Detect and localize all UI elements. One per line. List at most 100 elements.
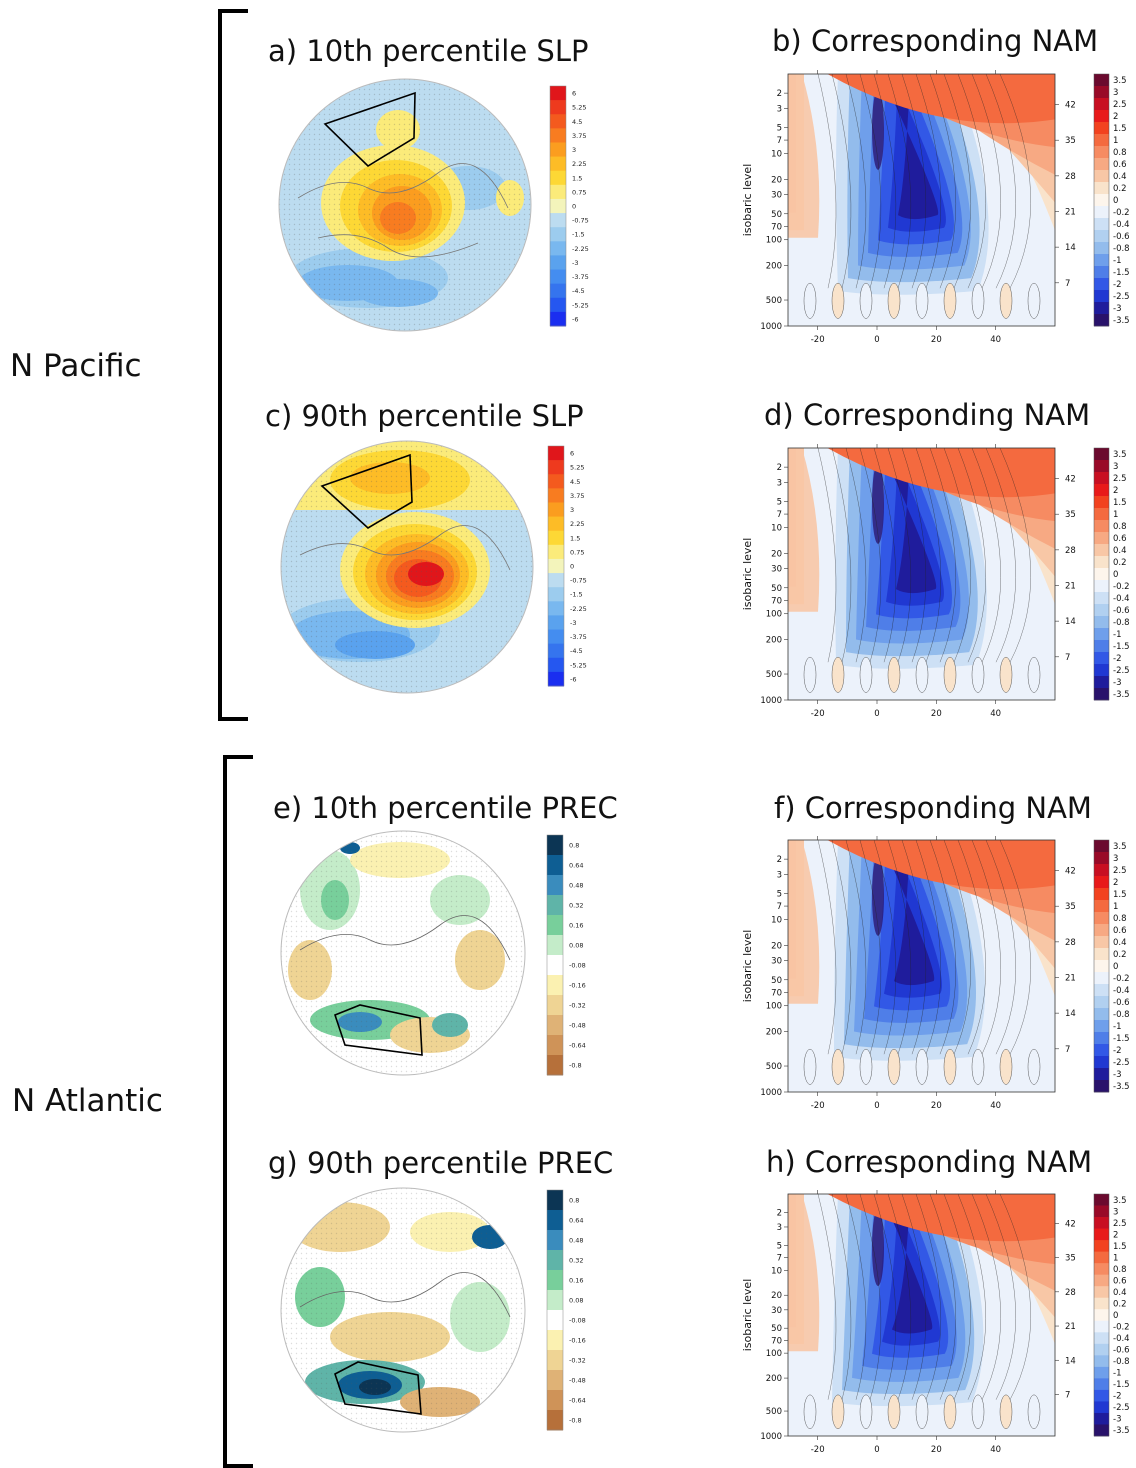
nam-colorbar-swatch bbox=[1094, 568, 1109, 581]
nam-colorbar-tick-label: 3.5 bbox=[1113, 1196, 1127, 1206]
colorbar-swatch bbox=[548, 643, 564, 659]
nam-colorbar-swatch bbox=[1094, 604, 1109, 617]
colorbar-swatch bbox=[547, 875, 563, 896]
left-tick-label: 3 bbox=[777, 1223, 782, 1233]
colorbar-swatch bbox=[550, 241, 566, 256]
x-tick-label: 20 bbox=[931, 1445, 942, 1455]
nam-colorbar-tick-label: 0.6 bbox=[1113, 160, 1127, 170]
colorbar-tick-label: 0.32 bbox=[569, 902, 583, 910]
right-tick-label: 35 bbox=[1065, 1254, 1076, 1264]
nam-colorbar-tick-label: -2.5 bbox=[1113, 1403, 1130, 1413]
nam-colorbar-tick-label: -1 bbox=[1113, 256, 1121, 266]
nam-colorbar-tick-label: 0.2 bbox=[1113, 184, 1127, 194]
nam-colorbar-swatch bbox=[1094, 1320, 1109, 1333]
colorbar-swatch bbox=[550, 269, 566, 285]
nam-colorbar-swatch bbox=[1094, 984, 1109, 997]
nam-colorbar-tick-label: -0.2 bbox=[1113, 1323, 1130, 1333]
nam-colorbar-swatch bbox=[1094, 146, 1109, 159]
x-tick-label: -20 bbox=[811, 1101, 825, 1111]
colorbar-tick-label: 0 bbox=[570, 563, 574, 571]
colorbar-tick-label: -0.64 bbox=[569, 1397, 586, 1405]
nam-colorbar-tick-label: 1 bbox=[1113, 1253, 1118, 1263]
nam-colorbar-tick-label: -3 bbox=[1113, 678, 1121, 688]
left-tick-label: 200 bbox=[766, 1028, 782, 1038]
colorbar-swatch bbox=[550, 311, 566, 327]
nam-colorbar-tick-label: -0.2 bbox=[1113, 208, 1130, 218]
nam-colorbar-swatch bbox=[1094, 1251, 1109, 1264]
nam-colorbar-tick-label: 0.2 bbox=[1113, 558, 1127, 568]
panel-c-colorbar: 6 5.25 4.5 3.75 3 2.25 1.5 0.75 0 -0.75 -1.5 -2.25 -… bbox=[547, 445, 587, 687]
nam-colorbar-tick-label: -0.2 bbox=[1113, 582, 1130, 592]
nam-colorbar-tick-label: 0.4 bbox=[1113, 1288, 1127, 1298]
nam-colorbar-tick-label: -1.5 bbox=[1113, 1380, 1130, 1390]
colorbar-tick-label: 0.48 bbox=[569, 1237, 583, 1245]
nam-colorbar-tick-label: -3.5 bbox=[1113, 1426, 1130, 1436]
left-tick-label: 70 bbox=[771, 1336, 782, 1346]
colorbar-tick-label: 2.25 bbox=[572, 160, 586, 168]
panel-f-title: f) Corresponding NAM bbox=[774, 791, 1092, 825]
colorbar-tick-label: 0.8 bbox=[569, 842, 579, 850]
nam-colorbar-tick-label: -0.4 bbox=[1113, 220, 1130, 230]
nam-colorbar-swatch bbox=[1094, 448, 1109, 461]
nam-colorbar-tick-label: 0 bbox=[1113, 962, 1118, 972]
nam-colorbar-swatch bbox=[1094, 948, 1109, 961]
colorbar-swatch bbox=[548, 516, 564, 532]
x-tick-label: 40 bbox=[990, 335, 1001, 345]
colorbar-tick-label: -0.32 bbox=[569, 1357, 586, 1365]
nam-colorbar-swatch bbox=[1094, 864, 1109, 877]
left-tick-label: 1000 bbox=[760, 696, 782, 706]
nam-colorbar-swatch bbox=[1094, 110, 1109, 123]
y-axis-label: isobaric level bbox=[741, 538, 754, 611]
left-tick-label: 500 bbox=[766, 670, 782, 680]
nam-colorbar-tick-label: 0.2 bbox=[1113, 950, 1127, 960]
left-tick-label: 100 bbox=[766, 610, 782, 620]
nam-colorbar-tick-label: 0.4 bbox=[1113, 546, 1127, 556]
nam-colorbar-tick-label: 1.5 bbox=[1113, 498, 1127, 508]
x-tick-label: 40 bbox=[990, 1445, 1001, 1455]
nam-colorbar-tick-label: -0.6 bbox=[1113, 232, 1130, 242]
colorbar-tick-label: 0.48 bbox=[569, 882, 583, 890]
colorbar-tick-label: -6 bbox=[572, 315, 578, 323]
colorbar-swatch bbox=[550, 156, 566, 172]
nam-colorbar-swatch bbox=[1094, 592, 1109, 605]
left-tick-label: 2 bbox=[777, 89, 782, 99]
nam-colorbar-swatch bbox=[1094, 1274, 1109, 1287]
left-tick-label: 70 bbox=[771, 988, 782, 998]
colorbar-tick-label: 2.25 bbox=[570, 520, 584, 528]
colorbar-swatch bbox=[550, 184, 566, 200]
right-tick-label: 42 bbox=[1065, 1219, 1076, 1229]
left-tick-label: 30 bbox=[771, 565, 782, 575]
left-tick-label: 7 bbox=[777, 510, 782, 520]
nam-colorbar-swatch bbox=[1094, 1343, 1109, 1356]
x-tick-label: 20 bbox=[931, 709, 942, 719]
left-tick-label: 1000 bbox=[760, 1088, 782, 1098]
colorbar-swatch bbox=[548, 460, 564, 475]
colorbar-tick-label: -0.8 bbox=[569, 1417, 582, 1425]
colorbar-swatch bbox=[550, 227, 566, 242]
nam-colorbar-swatch bbox=[1094, 840, 1109, 853]
left-tick-label: 30 bbox=[771, 1306, 782, 1316]
nam-colorbar-tick-label: -3 bbox=[1113, 304, 1121, 314]
left-tick-label: 2 bbox=[777, 463, 782, 473]
nam-colorbar-swatch bbox=[1094, 1194, 1109, 1206]
nam-colorbar-swatch bbox=[1094, 158, 1109, 171]
right-tick-label: 21 bbox=[1065, 581, 1076, 591]
colorbar-swatch bbox=[548, 629, 564, 645]
colorbar-swatch bbox=[548, 488, 564, 503]
colorbar-swatch bbox=[547, 895, 563, 916]
colorbar-tick-label: -0.8 bbox=[569, 1062, 582, 1070]
nam-colorbar-tick-label: 0.8 bbox=[1113, 522, 1127, 532]
nam-colorbar-tick-label: 3.5 bbox=[1113, 842, 1127, 852]
nam-colorbar-swatch bbox=[1094, 134, 1109, 147]
left-tick-label: 10 bbox=[771, 1266, 782, 1276]
nam-colorbar-swatch bbox=[1094, 1389, 1109, 1402]
colorbar-swatch bbox=[550, 86, 566, 101]
colorbar-swatch bbox=[547, 1410, 563, 1431]
left-tick-label: 3 bbox=[777, 870, 782, 880]
nam-colorbar-tick-label: 2 bbox=[1113, 878, 1118, 888]
colorbar-tick-label: 3.75 bbox=[570, 492, 584, 500]
nam-colorbar-tick-label: -3 bbox=[1113, 1070, 1121, 1080]
nam-colorbar-tick-label: -1 bbox=[1113, 630, 1121, 640]
nam-colorbar-tick-label: 2 bbox=[1113, 486, 1118, 496]
nam-colorbar-swatch bbox=[1094, 676, 1109, 689]
